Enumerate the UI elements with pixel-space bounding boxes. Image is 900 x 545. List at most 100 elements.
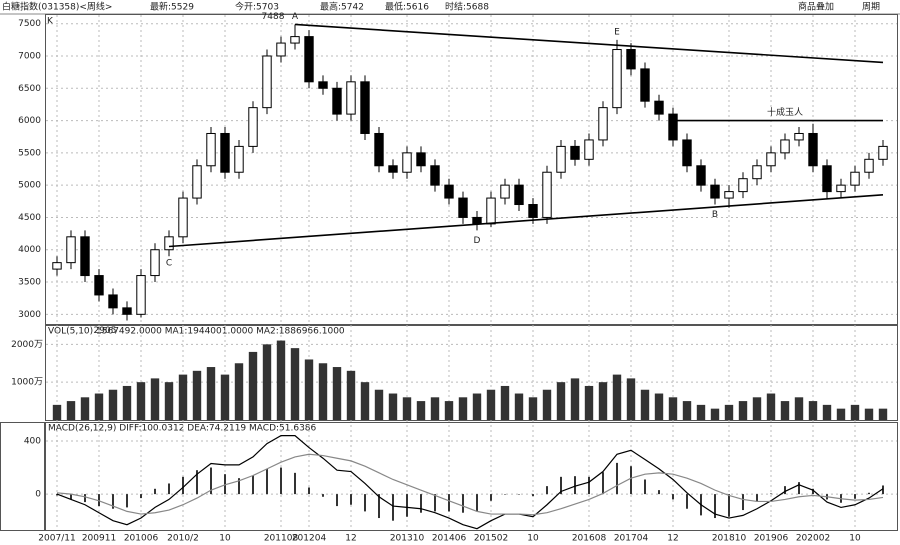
candle-body (206, 132, 216, 167)
candle-body (836, 184, 846, 193)
macd-bar (266, 468, 268, 495)
x-tick-label: 202002 (796, 534, 830, 544)
macd-bar (630, 466, 632, 495)
volume-bar (262, 344, 272, 420)
candle-body (178, 197, 188, 238)
macd-bar (854, 494, 856, 499)
macd-bar (112, 494, 114, 509)
macd-bar (882, 485, 884, 495)
y-tick-label: 5000 (18, 181, 41, 191)
volume-bar (542, 389, 552, 420)
volume-bar (108, 389, 118, 420)
candle-body (374, 132, 384, 167)
volume-bar (234, 363, 244, 420)
macd-bar (658, 490, 660, 495)
x-tick-label: 201006 (124, 534, 159, 544)
candle-body (248, 107, 258, 147)
volume-bar (66, 401, 76, 420)
header-item: 白糖指数(031358)<周线> (2, 1, 112, 13)
volume-bar (626, 378, 636, 420)
candle-body (696, 165, 706, 186)
macd-bar (504, 494, 506, 495)
x-tick-label: 201204 (292, 534, 327, 544)
macd-bar (770, 493, 772, 495)
x-tick-label: 200911 (82, 534, 116, 544)
volume-bar (794, 397, 804, 420)
volume-bar (248, 351, 258, 420)
macd-bar (196, 470, 198, 495)
macd-bar (434, 494, 436, 512)
candle-body (528, 204, 538, 218)
x-tick-label: 201810 (712, 534, 747, 544)
candle-body (542, 171, 552, 218)
candle-body (108, 294, 118, 309)
x-tick-label: 201406 (432, 534, 467, 544)
volume-bar (346, 370, 356, 420)
macd-bar (308, 487, 310, 495)
x-tick-label: 10 (527, 534, 539, 544)
volume-bar (780, 401, 790, 420)
candle-body (360, 81, 370, 134)
macd-bar (322, 494, 324, 497)
annotation: E (614, 27, 620, 37)
macd-frame (45, 422, 898, 531)
macd-bar (182, 476, 184, 495)
macd-bar (644, 479, 646, 495)
volume-bar (850, 404, 860, 420)
macd-bar (70, 494, 72, 500)
volume-bar (486, 389, 496, 420)
y-tick-label: 5500 (18, 148, 41, 158)
macd-bar (672, 494, 674, 500)
macd-bar (392, 494, 394, 521)
y-tick-label: 2000万 (11, 340, 43, 350)
volume-bar (318, 363, 328, 420)
macd-bar (98, 494, 100, 507)
macd-bar (56, 494, 58, 496)
header-item: 最新:5529 (150, 1, 194, 13)
macd-bar (868, 492, 870, 495)
candle-body (276, 42, 286, 57)
volume-bar (528, 397, 538, 420)
axis-label: K (47, 17, 54, 27)
macd-bar (154, 488, 156, 495)
candle-body (444, 184, 454, 199)
candle-body (500, 184, 510, 199)
macd-side (0, 422, 45, 531)
candle-body (402, 152, 412, 173)
volume-bar (136, 382, 146, 420)
candle-body (304, 36, 314, 83)
candle-body (430, 165, 440, 186)
candle-body (570, 145, 580, 160)
x-tick-label: 201108 (264, 534, 299, 544)
macd-bar (252, 475, 254, 495)
candle-body (864, 158, 874, 173)
volume-frame (45, 325, 898, 421)
candle-body (514, 184, 524, 206)
candle-body (52, 262, 62, 270)
macd-bar (140, 494, 142, 499)
candle-body (626, 49, 636, 70)
macd-bar (742, 494, 744, 511)
volume-bar (458, 397, 468, 420)
macd-bar (336, 494, 338, 507)
candle-body (262, 55, 272, 109)
annotation: 十成玉人 (767, 106, 803, 118)
macd-bar (448, 494, 450, 512)
y-tick-label: 7500 (18, 19, 41, 29)
y-tick-label: 1000万 (11, 378, 43, 388)
candle-body (136, 275, 146, 315)
trend-line (294, 23, 884, 64)
y-tick-label: 400 (24, 436, 41, 446)
volume-bar (514, 393, 524, 420)
macd-bar (616, 462, 618, 495)
macd-bar (224, 474, 226, 495)
candle-body (752, 165, 762, 180)
volume-bar (682, 401, 692, 420)
candle-body (556, 145, 566, 173)
volume-bar (584, 385, 594, 420)
candle-body (234, 145, 244, 173)
macd-bar (280, 467, 282, 495)
candle-body (710, 184, 720, 199)
y-tick-label: 6000 (18, 116, 41, 126)
